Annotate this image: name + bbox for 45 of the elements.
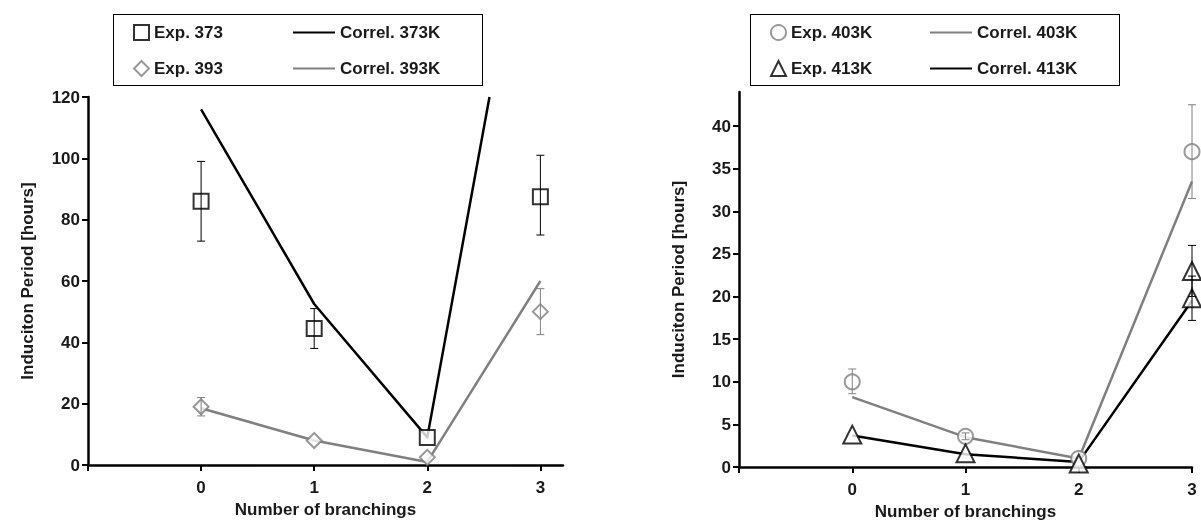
y-tick-label: 80 (61, 210, 80, 230)
legend-label: Correl. 413K (977, 59, 1078, 78)
point (418, 448, 436, 466)
point (843, 373, 861, 391)
y-axis-title: Induciton Period [hours] (18, 182, 37, 380)
x-tick-label: 0 (196, 478, 206, 497)
y-tick-label: 120 (51, 87, 80, 107)
x-tick-label: 0 (847, 480, 857, 499)
y-tick-label: 0 (721, 457, 731, 477)
y-tick-label: 20 (712, 287, 731, 307)
y-tick-label: 40 (712, 116, 731, 136)
point (418, 428, 436, 446)
x-tick-label: 3 (1187, 480, 1197, 499)
y-tick-label: 30 (712, 201, 731, 221)
point (1068, 453, 1089, 474)
x-tick-label: 2 (1074, 480, 1084, 499)
point (955, 443, 976, 464)
y-tick-label: 5 (721, 414, 731, 434)
x-axis-title: Number of branchings (874, 502, 1057, 521)
point (842, 424, 863, 445)
point (305, 431, 323, 449)
legend-label: Exp. 403K (791, 23, 873, 42)
y-tick-label: 15 (712, 329, 731, 349)
y-tick-label: 60 (61, 271, 80, 291)
legend-label: Correl. 403K (977, 23, 1078, 42)
x-tick-label: 1 (309, 478, 319, 497)
point (305, 320, 323, 338)
y-tick-label: 25 (712, 244, 731, 264)
y-tick-label: 0 (70, 455, 80, 475)
point (531, 188, 549, 206)
legend-label: Correl. 393K (340, 59, 441, 78)
x-tick-label: 2 (422, 478, 433, 497)
x-tick-label: 1 (960, 480, 971, 499)
x-tick-label: 3 (535, 478, 546, 497)
y-tick-label: 10 (712, 372, 731, 392)
y-tick-label: 35 (712, 159, 731, 179)
legend-label: Exp. 393 (154, 59, 223, 78)
legend-label: Exp. 413K (791, 59, 873, 78)
legend-label: Correl. 373K (340, 23, 441, 42)
y-tick-label: 20 (61, 394, 80, 414)
x-axis-title: Number of branchings (234, 500, 417, 519)
y-tick-label: 40 (61, 332, 80, 352)
legend-label: Exp. 373 (154, 23, 223, 42)
y-tick-label: 100 (51, 148, 80, 168)
y-axis-title: Induciton Period [hours] (669, 180, 688, 379)
